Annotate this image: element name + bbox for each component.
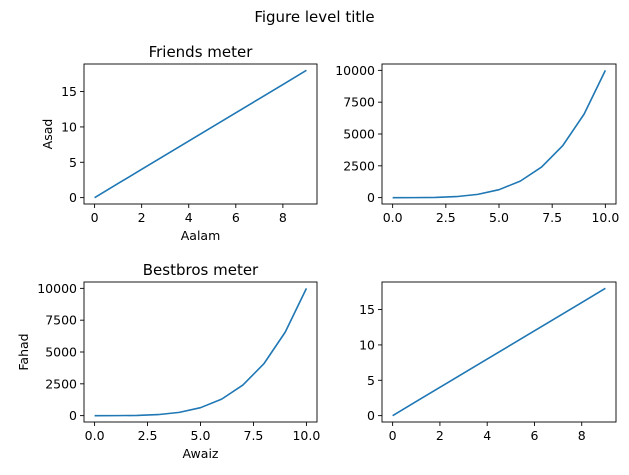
top-right-x-tick-label: 2.5 bbox=[436, 210, 456, 225]
top-right-x-tick-label: 5.0 bbox=[489, 210, 509, 225]
friends-meter-y-axis-label: Asad bbox=[40, 119, 55, 150]
bestbros-meter-x-tick-label: 0.0 bbox=[85, 428, 105, 443]
bestbros-meter-series-line-0 bbox=[94, 288, 308, 417]
friends-meter-axes-frame bbox=[83, 63, 318, 205]
friends-meter-y-tick-label: 15 bbox=[61, 84, 77, 99]
bottom-right-y-tick-label: 5 bbox=[367, 373, 375, 388]
bestbros-meter-y-axis-label: Fahad bbox=[16, 333, 31, 370]
subplot-bestbros-meter: 0.0 2.5 5.0 7.5 10.0 0 2500 5000 7500 10000 Bestbr… bbox=[16, 261, 320, 461]
friends-meter-y-tick-label: 10 bbox=[61, 119, 77, 134]
friends-meter-title: Friends meter bbox=[149, 43, 254, 61]
friends-meter-y-tick-label: 5 bbox=[69, 155, 77, 170]
subplot-bottom-right: 0 2 4 6 8 0 5 10 15 bbox=[359, 281, 617, 443]
subplots-container: 0 2 4 6 8 0 5 10 15 Friends meter Aalam Asad 0.0 2.5 5… bbox=[16, 43, 619, 461]
bottom-right-x-tick-label: 2 bbox=[436, 428, 444, 443]
friends-meter-y-tick-label: 0 bbox=[69, 190, 77, 205]
subplot-friends-meter: 0 2 4 6 8 0 5 10 15 Friends meter Aalam Asad bbox=[40, 43, 318, 243]
top-right-x-tick-label: 10.0 bbox=[591, 210, 619, 225]
bottom-right-x-tick-label: 4 bbox=[483, 428, 491, 443]
bottom-right-axes-frame bbox=[381, 281, 617, 423]
subplot-top-right: 0.0 2.5 5.0 7.5 10.0 0 2500 5000 7500 10000 bbox=[335, 63, 619, 225]
bottom-right-x-tick-label: 0 bbox=[389, 428, 397, 443]
bestbros-meter-y-tick-label: 2500 bbox=[45, 376, 77, 391]
bestbros-meter-title: Bestbros meter bbox=[143, 261, 259, 279]
friends-meter-x-tick-label: 6 bbox=[232, 210, 240, 225]
top-right-series-line-0 bbox=[392, 70, 607, 199]
bestbros-meter-x-tick-label: 10.0 bbox=[292, 428, 320, 443]
friends-meter-x-axis-label: Aalam bbox=[181, 228, 221, 243]
top-right-y-tick-label: 0 bbox=[367, 190, 375, 205]
top-right-x-tick-label: 0.0 bbox=[383, 210, 403, 225]
bestbros-meter-y-tick-label: 7500 bbox=[45, 313, 77, 328]
friends-meter-series-line-0 bbox=[94, 69, 307, 199]
bottom-right-series-line-0 bbox=[392, 287, 606, 417]
bestbros-meter-y-tick-label: 10000 bbox=[37, 281, 77, 296]
top-right-y-tick-label: 2500 bbox=[343, 158, 375, 173]
bottom-right-y-tick-label: 0 bbox=[367, 408, 375, 423]
top-right-y-tick-label: 10000 bbox=[335, 63, 375, 78]
bottom-right-x-tick-label: 6 bbox=[530, 428, 538, 443]
friends-meter-x-tick-label: 0 bbox=[91, 210, 99, 225]
bottom-right-y-tick-label: 15 bbox=[359, 302, 375, 317]
friends-meter-x-tick-label: 2 bbox=[138, 210, 146, 225]
bestbros-meter-y-tick-label: 0 bbox=[69, 408, 77, 423]
bestbros-meter-x-axis-label: Awaiz bbox=[183, 446, 219, 461]
figure-suptitle: Figure level title bbox=[254, 8, 374, 26]
bestbros-meter-y-tick-label: 5000 bbox=[45, 345, 77, 360]
top-right-y-tick-label: 5000 bbox=[343, 127, 375, 142]
bottom-right-y-tick-label: 10 bbox=[359, 337, 375, 352]
bestbros-meter-x-tick-label: 7.5 bbox=[244, 428, 264, 443]
friends-meter-x-tick-label: 4 bbox=[185, 210, 193, 225]
bestbros-meter-x-tick-label: 5.0 bbox=[191, 428, 211, 443]
bottom-right-x-tick-label: 8 bbox=[578, 428, 586, 443]
bestbros-meter-x-tick-label: 2.5 bbox=[138, 428, 158, 443]
top-right-x-tick-label: 7.5 bbox=[542, 210, 562, 225]
friends-meter-x-tick-label: 8 bbox=[279, 210, 287, 225]
top-right-y-tick-label: 7500 bbox=[343, 95, 375, 110]
